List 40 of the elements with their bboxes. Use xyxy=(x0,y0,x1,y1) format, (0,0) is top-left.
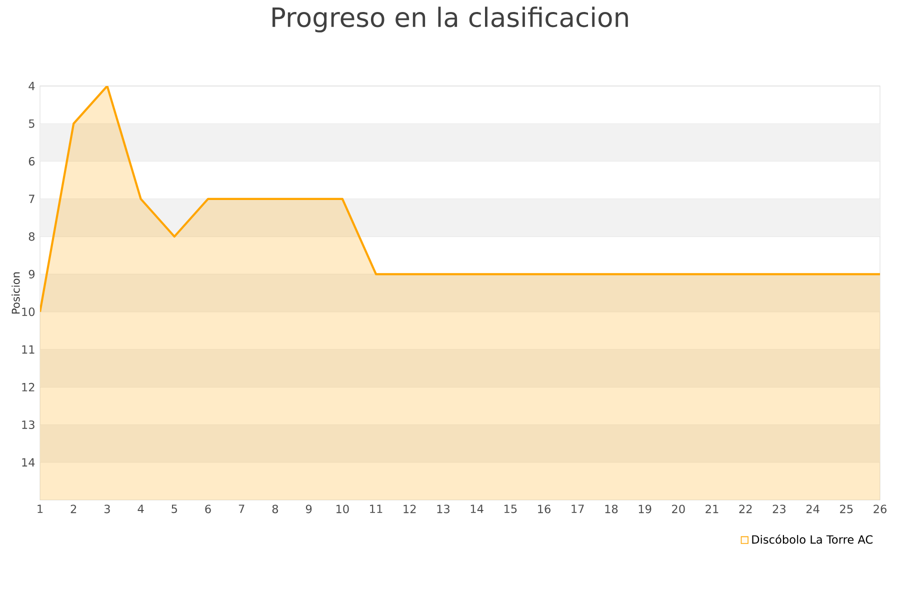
x-tick-label: 4 xyxy=(138,504,144,513)
x-tick-label: 3 xyxy=(104,504,110,514)
x-tick-label: 18 xyxy=(605,504,618,514)
x-tick-label: 22 xyxy=(739,504,752,514)
y-tick-label: 14 xyxy=(22,458,35,466)
x-tick-label: 26 xyxy=(874,504,886,514)
x-tick-label: 25 xyxy=(840,504,853,514)
y-axis-title: Posicion xyxy=(12,272,20,314)
x-tick-label: 23 xyxy=(772,504,786,514)
x-tick-label: 1 xyxy=(38,504,43,513)
y-tick-label: 6 xyxy=(28,157,35,166)
x-tick-label: 19 xyxy=(638,504,652,514)
y-tick-label: 12 xyxy=(22,382,34,392)
y-tick-label: 13 xyxy=(22,420,34,430)
y-tick-label: 9 xyxy=(28,270,35,278)
x-tick-label: 5 xyxy=(172,504,177,514)
y-tick-label: 10 xyxy=(22,308,35,316)
x-tick-label: 10 xyxy=(336,504,349,514)
x-tick-label: 9 xyxy=(306,504,312,514)
legend-label: Discóbolo La Torre AC xyxy=(752,534,873,544)
x-tick-label: 16 xyxy=(538,504,550,514)
chart-title: Progreso en la clasificacion xyxy=(272,6,628,32)
y-tick-label: 8 xyxy=(28,232,35,241)
x-tick-label: 2 xyxy=(70,504,76,514)
x-tick-label: 24 xyxy=(806,504,820,514)
x-tick-label: 21 xyxy=(706,504,718,514)
y-tick-label: 5 xyxy=(28,119,34,128)
x-tick-label: 20 xyxy=(672,504,685,514)
x-tick-label: 12 xyxy=(404,504,416,514)
x-tick-label: 6 xyxy=(205,504,211,514)
x-tick-label: 13 xyxy=(437,504,450,514)
y-tick-label: 4 xyxy=(28,82,35,90)
x-tick-label: 15 xyxy=(504,504,517,514)
x-tick-label: 8 xyxy=(272,504,278,514)
y-tick-label: 7 xyxy=(29,194,34,204)
x-tick-label: 17 xyxy=(572,504,584,513)
x-tick-label: 7 xyxy=(238,504,244,513)
x-tick-label: 14 xyxy=(470,504,484,513)
x-tick-label: 11 xyxy=(370,504,382,513)
y-tick-label: 11 xyxy=(22,345,34,354)
